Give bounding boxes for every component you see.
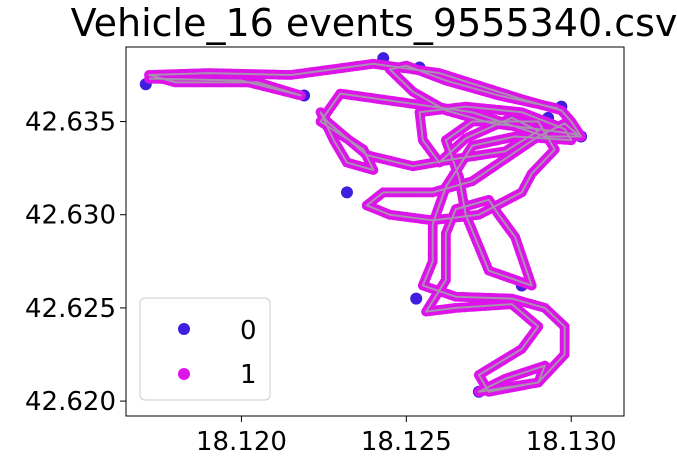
series-0-point xyxy=(410,292,423,305)
series-1-line xyxy=(148,62,583,393)
legend-box xyxy=(139,297,271,401)
data-points xyxy=(139,52,588,398)
y-tick-label: 42.620 xyxy=(25,387,116,417)
legend-marker-series-1 xyxy=(178,368,190,380)
legend-label-series-1: 1 xyxy=(240,360,257,390)
y-tick-label: 42.625 xyxy=(25,294,116,324)
x-tick-label: 18.125 xyxy=(361,427,452,457)
legend-label-series-0: 0 xyxy=(240,316,257,346)
series-0-point xyxy=(340,186,353,199)
y-tick-label: 42.630 xyxy=(25,201,116,231)
legend-marker-series-0 xyxy=(178,323,190,335)
chart-title: Vehicle_16 events_9555340.csv xyxy=(71,1,677,45)
y-tick-label: 42.635 xyxy=(25,108,116,138)
x-axis-ticks: 18.120 18.125 18.130 xyxy=(196,416,617,457)
legend: 0 1 xyxy=(139,297,271,401)
x-tick-label: 18.130 xyxy=(526,427,617,457)
plot-area xyxy=(139,52,588,398)
x-tick-label: 18.120 xyxy=(196,427,287,457)
axes-frame xyxy=(125,46,625,417)
y-axis-ticks: 42.620 42.625 42.630 42.635 xyxy=(25,108,126,417)
